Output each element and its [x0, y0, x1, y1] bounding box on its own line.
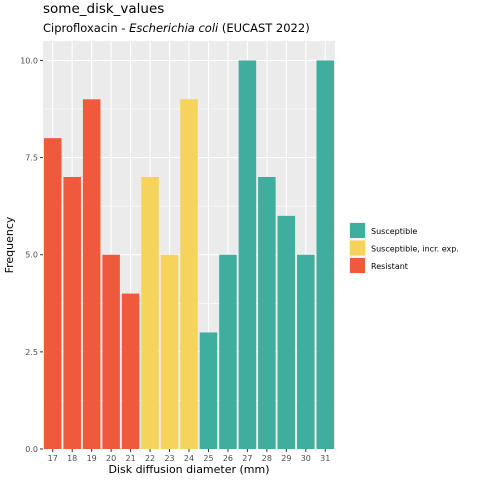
x-tick-label: 24: [184, 454, 194, 463]
bar-24: [180, 99, 198, 450]
x-tick-label: 30: [301, 454, 311, 463]
y-tick-label: 5.0: [25, 251, 38, 260]
x-tick-label: 22: [145, 454, 155, 463]
x-tick-label: 19: [87, 454, 97, 463]
legend-swatch: [350, 240, 365, 256]
bar-22: [141, 177, 159, 449]
x-tick-label: 21: [126, 454, 136, 463]
x-tick-label: 27: [242, 454, 252, 463]
chart-title: some_disk_values: [43, 1, 165, 17]
bar-31: [316, 60, 335, 450]
y-tick-label: 10.0: [20, 56, 38, 65]
bar-25: [199, 332, 218, 449]
legend-label: Resistant: [371, 262, 408, 271]
bar-17: [43, 138, 62, 449]
bar-28: [258, 177, 276, 449]
bar-19: [82, 99, 101, 450]
subtitle-prefix: Ciprofloxacin -: [43, 21, 130, 35]
y-tick-label: 7.5: [25, 154, 38, 163]
x-tick-label: 31: [320, 454, 330, 463]
bar-30: [297, 254, 315, 449]
x-axis-label: Disk diffusion diameter (mm): [108, 463, 269, 476]
y-tick-label: 0.0: [25, 445, 38, 454]
bar-20: [102, 254, 120, 449]
subtitle-suffix: (EUCAST 2022): [218, 21, 310, 35]
x-tick-label: 25: [203, 454, 213, 463]
x-tick-label: 18: [67, 454, 77, 463]
legend-label: Susceptible: [371, 227, 417, 236]
legend-swatch: [350, 258, 365, 273]
x-tick-label: 26: [223, 454, 233, 463]
x-tick-label: 29: [281, 454, 291, 463]
bar-21: [121, 293, 140, 449]
y-tick-label: 2.5: [25, 348, 38, 357]
bar-26: [219, 254, 237, 449]
legend-label: Susceptible, incr. exp.: [371, 245, 459, 254]
bar-29: [277, 215, 296, 449]
x-tick-label: 28: [262, 454, 272, 463]
x-tick-label: 20: [106, 454, 116, 463]
x-tick-label: 17: [48, 454, 58, 463]
bar-18: [63, 177, 81, 449]
x-tick-label: 23: [164, 454, 174, 463]
bar-23: [160, 254, 179, 449]
bar-27: [238, 60, 257, 450]
subtitle-organism: Escherichia coli: [129, 21, 219, 35]
legend-swatch: [350, 223, 365, 238]
chart-subtitle: Ciprofloxacin - Escherichia coli (EUCAST…: [43, 21, 310, 35]
y-axis-label: Frequency: [3, 216, 16, 273]
